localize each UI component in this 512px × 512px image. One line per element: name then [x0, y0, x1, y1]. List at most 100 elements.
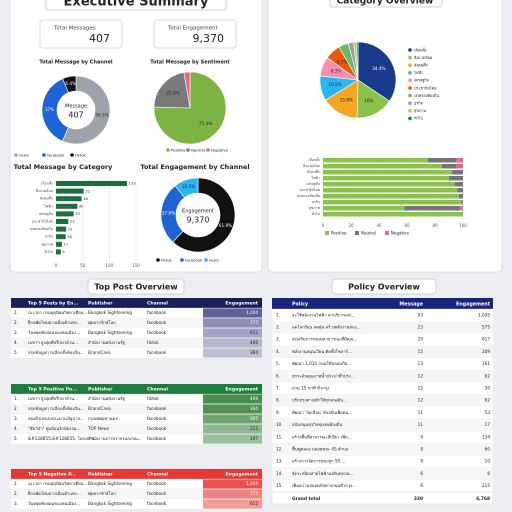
kpi-label: Total Messages — [53, 26, 96, 32]
bar-segment — [456, 164, 463, 169]
kpi-card — [39, 19, 123, 49]
legend-swatch — [408, 71, 412, 75]
table-header-cell: Policy — [292, 301, 309, 307]
row-index: 8. — [276, 398, 280, 403]
legend-swatch — [180, 258, 184, 262]
row-index: 7. — [276, 386, 280, 391]
table-header-cell: Channel — [147, 472, 168, 478]
bar — [56, 196, 82, 202]
slice-label: 75.4% — [199, 121, 212, 126]
row-index: 4. — [14, 340, 18, 345]
legend-label: facebook — [47, 152, 65, 157]
section-title: Policy Overview — [348, 283, 420, 292]
engagement-bar — [203, 414, 262, 424]
engagement: 777 — [250, 491, 258, 496]
post-text: ส่องตัวเลขงบประมาณรัฐบาล... — [28, 416, 84, 421]
engagement: 60 — [485, 447, 491, 452]
table-header-cell: Top 5 Negative P... — [28, 472, 76, 478]
post-text: สรุปข้อมูลการเลือกตั้งท้องถิ่น... — [28, 349, 84, 356]
legend-label: facebook — [185, 257, 203, 262]
table-header-cell: Publisher — [88, 472, 113, 478]
table-header-cell: Top 5 Positive Po... — [28, 387, 78, 393]
legend-label: สังคมศึก — [414, 63, 428, 68]
pie-slice — [62, 75, 77, 93]
channel: facebook — [147, 406, 167, 411]
table-header-cell: Publisher — [88, 301, 113, 307]
post-text: "สัตว์ป่า" ศูนย์อนุรักษ์ธรรม... — [28, 426, 81, 432]
legend-label: Negative — [391, 230, 409, 235]
message: 23 — [418, 325, 424, 330]
engagement-bar — [203, 479, 262, 489]
row-index: 10. — [276, 422, 283, 427]
engagement: 215 — [482, 483, 490, 488]
bar — [56, 219, 69, 224]
x-tick-label: 100 — [106, 263, 114, 268]
slice-label: 34.4% — [372, 66, 385, 71]
bar-segment — [460, 206, 463, 211]
engagement: 209 — [482, 349, 490, 354]
legend-swatch — [166, 148, 170, 152]
y-tick-label: สุขภาพ — [42, 242, 54, 247]
legend-label: tiktok — [161, 257, 173, 262]
bar — [56, 226, 67, 232]
engagement: 30 — [485, 386, 491, 391]
y-tick-label: สุขภาพ — [309, 206, 321, 211]
legend-label: สิ่งแวดล้อม — [413, 55, 433, 60]
engagement: 62 — [485, 373, 491, 378]
legend-swatch — [204, 258, 208, 262]
y-tick-label: ธุรกิจ — [312, 200, 320, 205]
legend-label: news — [209, 257, 219, 262]
slice-label: 16% — [364, 98, 373, 103]
bar-segment — [457, 188, 463, 193]
message: 6 — [420, 483, 423, 488]
table-header-cell: Channel — [147, 387, 168, 393]
legend-label: Negative — [211, 147, 229, 152]
bar-value: 9 — [62, 249, 65, 254]
publisher: BrandCase — [88, 406, 111, 411]
legend-label: ไฟฟ้า — [413, 70, 423, 75]
legend-label: Neutral — [361, 230, 376, 235]
bar-segment — [458, 194, 463, 199]
x-tick-label: 100 — [459, 223, 467, 228]
row-index: 14. — [276, 471, 283, 476]
bar-segment — [323, 170, 452, 175]
bar-segment — [323, 158, 428, 163]
post-text: เลขาฯ สูงสุดที่ปรึกษาด้าน... — [28, 395, 78, 402]
policy-text: ส่งเสริมการขนส่งสาธารณะที่มีคุณ... — [292, 336, 357, 343]
legend-label: news — [19, 152, 29, 157]
policy-text: พลังงานหมุนเวียน ติดตั้งโซลาร์... — [292, 348, 352, 355]
bar-segment — [323, 164, 442, 169]
engagement: 617 — [482, 337, 490, 342]
engagement-bar — [203, 348, 262, 358]
policy-text: สร้างพื้นที่สาธารณะสีเขียว เพิ่ม... — [292, 433, 352, 439]
message: 6 — [420, 471, 423, 476]
legend-swatch — [355, 231, 359, 235]
panel-title: Category Overview — [337, 0, 434, 7]
row-index: 2. — [276, 325, 280, 330]
chart-title: Total Message by Category — [14, 163, 113, 171]
post-text: ฝึกอพัดไหนยากเมื่อเค้าแห่ง... — [27, 319, 81, 325]
policy-text: พัฒนา 'ล้อเลื่อน' ท้องถิ่นเพื่อคน... — [292, 409, 352, 415]
engagement-bar — [203, 434, 262, 444]
policy-text: ยกระดับคุณภาพน้ำประปาทั่วประ... — [292, 372, 355, 379]
table-header — [11, 384, 262, 394]
row-index: 3. — [276, 337, 280, 342]
legend-swatch — [206, 148, 210, 152]
channel: facebook — [147, 481, 167, 486]
post-text: วันหยุดพักผ่อนของคนเมือง... — [28, 501, 80, 507]
bar-value: 133 — [128, 181, 136, 186]
pie-slice — [356, 41, 359, 81]
row-index: 9. — [276, 410, 280, 415]
slice-label: 10.5% — [328, 82, 341, 87]
pie-slice — [172, 177, 236, 253]
post-text: &#128655;&#128655; โครงการ... — [28, 436, 98, 441]
bar — [56, 249, 61, 255]
center-label: Engagement — [182, 209, 214, 215]
kpi-value: 9,370 — [193, 32, 225, 45]
title-box — [331, 278, 437, 295]
bar-value: 40 — [79, 204, 84, 209]
center-label: Message — [65, 104, 87, 110]
engagement: 384 — [250, 406, 258, 411]
